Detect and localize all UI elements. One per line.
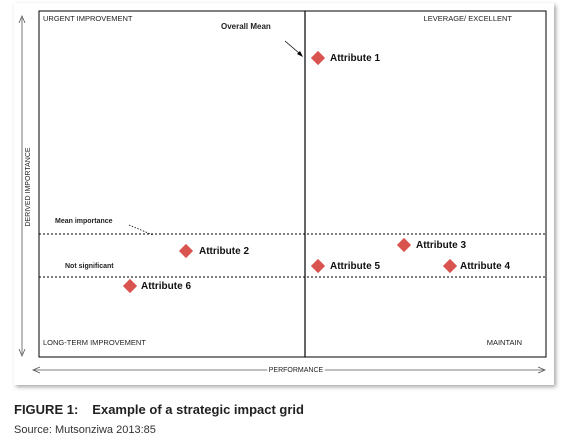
x-axis-arrowhead-left <box>31 366 41 374</box>
x-axis-arrowhead-right <box>537 366 547 374</box>
attribute-label: Attribute 1 <box>330 53 380 64</box>
overall-mean-pointer <box>284 40 300 54</box>
mean-importance-label: Mean importance <box>55 218 113 225</box>
attribute-label: Attribute 6 <box>141 281 191 292</box>
quadrant-label-leverage-excellent: LEVERAGE/ EXCELLENT <box>424 14 513 23</box>
figure-source: Source: Mutsonziwa 2013:85 <box>14 424 156 436</box>
attribute-diamond <box>310 50 326 66</box>
attribute-diamond <box>178 243 194 259</box>
figure-number: FIGURE 1: <box>14 402 79 417</box>
attribute-diamond <box>122 278 138 294</box>
grid-border <box>38 10 547 358</box>
y-axis-arrowhead-top <box>18 14 26 24</box>
attribute-label: Attribute 4 <box>460 261 510 272</box>
quadrant-label-long-term-improvement: LONG-TERM IMPROVEMENT <box>43 338 146 347</box>
overall-mean-label: Overall Mean <box>221 22 271 31</box>
x-axis-label: PERFORMANCE <box>269 367 324 374</box>
attribute-marker-3: Attribute 3 <box>396 237 466 253</box>
attribute-marker-5: Attribute 5 <box>310 258 380 274</box>
figure-title: Example of a strategic impact grid <box>92 402 304 417</box>
quadrant-label-urgent-improvement: URGENT IMPROVEMENT <box>43 14 133 23</box>
y-axis-arrowhead-bottom <box>18 348 26 358</box>
quadrant-label-maintain: MAINTAIN <box>487 338 522 347</box>
strategic-impact-grid: URGENT IMPROVEMENT LEVERAGE/ EXCELLENT L… <box>18 10 547 376</box>
attribute-marker-2: Attribute 2 <box>178 243 249 259</box>
attribute-label: Attribute 5 <box>330 261 380 272</box>
attribute-label: Attribute 3 <box>416 240 466 251</box>
y-axis-label: DERIVED IMPORTANCE <box>25 147 32 226</box>
figure-caption: FIGURE 1: Example of a strategic impact g… <box>14 402 304 417</box>
attribute-label: Attribute 2 <box>199 246 249 257</box>
attribute-marker-4: Attribute 4 <box>442 258 510 274</box>
not-significant-label: Not significant <box>65 263 114 270</box>
source-text: : Mutsonziwa 2013:85 <box>48 424 156 436</box>
source-label: Source <box>14 424 49 436</box>
attribute-marker-6: Attribute 6 <box>122 278 191 294</box>
figure-frame: URGENT IMPROVEMENT LEVERAGE/ EXCELLENT L… <box>14 3 554 385</box>
attribute-diamond <box>396 237 412 253</box>
attribute-diamond <box>442 258 458 274</box>
attribute-diamond <box>310 258 326 274</box>
attribute-marker-1: Attribute 1 <box>310 50 380 66</box>
overall-mean-arrowhead <box>297 51 303 57</box>
mean-importance-pointer <box>128 224 154 236</box>
